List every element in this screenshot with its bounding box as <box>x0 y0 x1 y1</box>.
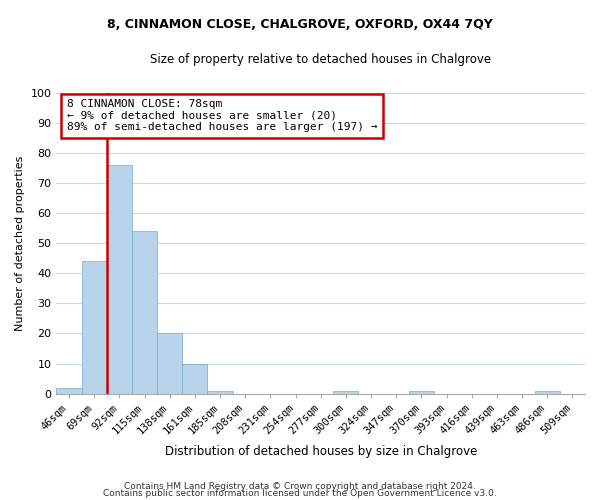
Text: Contains HM Land Registry data © Crown copyright and database right 2024.: Contains HM Land Registry data © Crown c… <box>124 482 476 491</box>
Bar <box>535 390 560 394</box>
X-axis label: Distribution of detached houses by size in Chalgrove: Distribution of detached houses by size … <box>164 444 477 458</box>
Bar <box>333 390 358 394</box>
Bar <box>208 390 233 394</box>
Bar <box>157 334 182 394</box>
Bar <box>82 262 107 394</box>
Text: 8 CINNAMON CLOSE: 78sqm
← 9% of detached houses are smaller (20)
89% of semi-det: 8 CINNAMON CLOSE: 78sqm ← 9% of detached… <box>67 99 377 132</box>
Bar <box>182 364 208 394</box>
Y-axis label: Number of detached properties: Number of detached properties <box>15 156 25 331</box>
Text: 8, CINNAMON CLOSE, CHALGROVE, OXFORD, OX44 7QY: 8, CINNAMON CLOSE, CHALGROVE, OXFORD, OX… <box>107 18 493 30</box>
Bar <box>132 232 157 394</box>
Bar <box>107 165 132 394</box>
Text: Contains public sector information licensed under the Open Government Licence v3: Contains public sector information licen… <box>103 488 497 498</box>
Bar <box>56 388 82 394</box>
Bar <box>409 390 434 394</box>
Title: Size of property relative to detached houses in Chalgrove: Size of property relative to detached ho… <box>150 52 491 66</box>
